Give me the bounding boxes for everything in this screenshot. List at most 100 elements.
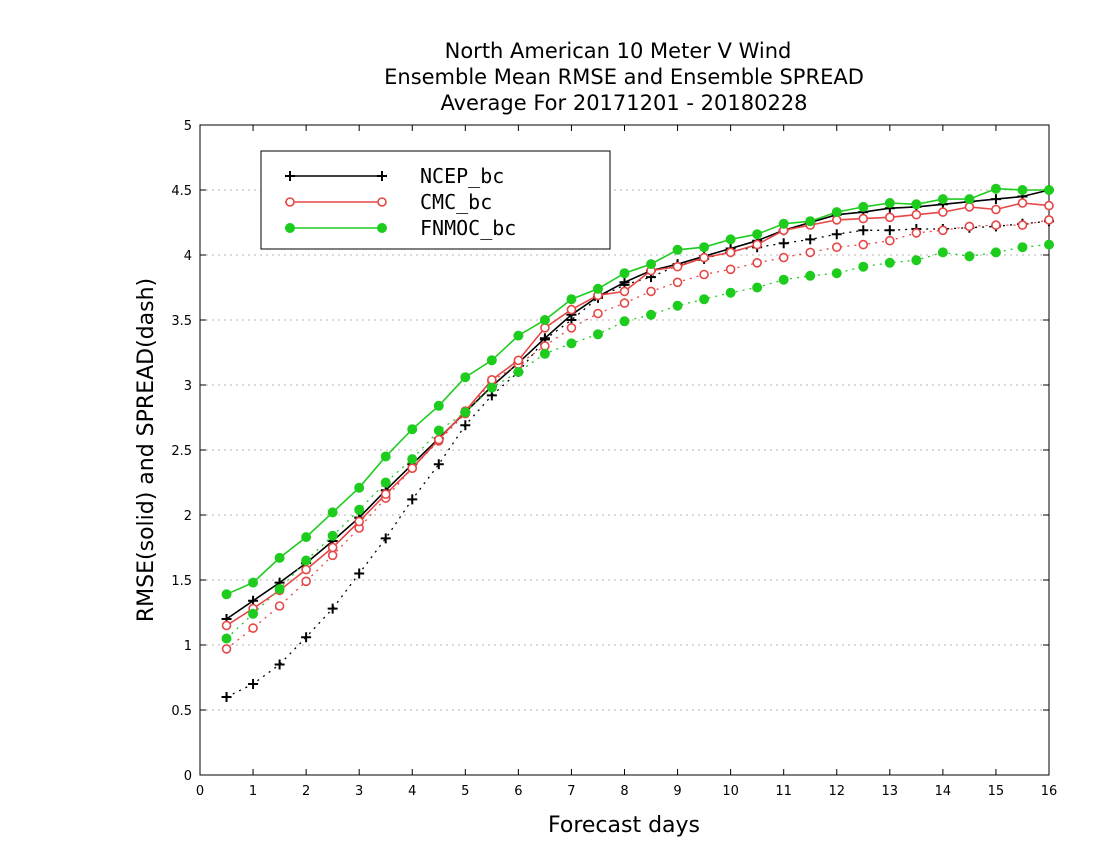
series-ncep-bc-spread-point — [778, 238, 789, 249]
x-tick-label: 5 — [461, 784, 469, 799]
series-cmc-bc-spread-point — [699, 269, 709, 280]
y-tick-label: 2 — [184, 509, 192, 524]
series-fnmoc-bc-rmse-point — [460, 372, 471, 383]
series-cmc-bc-spread-point — [248, 623, 258, 633]
legend-marker — [285, 223, 295, 233]
series-fnmoc-bc-spread-point — [778, 274, 789, 285]
series-fnmoc-bc-rmse-point — [937, 194, 948, 205]
series-cmc-bc-rmse-point — [221, 620, 232, 631]
series-fnmoc-bc-rmse-point — [911, 199, 922, 210]
series-cmc-bc-spread-point — [938, 225, 948, 236]
x-tick-label: 8 — [620, 784, 628, 799]
chart-title: North American 10 Meter V Wind Ensemble … — [384, 39, 864, 115]
series-ncep-bc-rmse-line — [226, 189, 1050, 620]
series-fnmoc-bc-spread-point — [990, 247, 1001, 258]
legend-item-cmc-bc: CMC_bc — [285, 190, 492, 214]
series-fnmoc-bc-spread-point — [592, 329, 603, 340]
series-fnmoc-bc-rmse-point — [725, 234, 736, 245]
y-tick-label: 4 — [184, 249, 192, 264]
series-cmc-bc-spread-point — [1017, 220, 1028, 230]
series-cmc-bc-rmse-point — [619, 286, 630, 297]
series-cmc-bc-rmse-point — [1044, 200, 1054, 211]
legend-box — [260, 150, 611, 250]
series-fnmoc-bc-spread-point — [646, 309, 657, 320]
series-fnmoc-bc-rmse-line — [226, 187, 1049, 596]
series-cmc-bc-spread-point — [619, 298, 630, 308]
series-fnmoc-bc-rmse-point — [619, 268, 630, 279]
series-ncep-bc-spread-point — [354, 568, 365, 579]
series-fnmoc-bc-spread-point — [486, 382, 497, 393]
series-cmc-bc-rmse-point — [487, 374, 497, 385]
legend-marker — [377, 223, 387, 233]
legend-marker — [285, 171, 295, 181]
series-fnmoc-bc-spread-point — [221, 633, 232, 644]
series-cmc-bc-spread-line — [226, 219, 1050, 650]
x-axis-label: Forecast days — [548, 813, 700, 838]
grid — [200, 189, 1049, 711]
x-tick-label: 6 — [514, 784, 522, 799]
series-cmc-bc-rmse-point — [513, 355, 524, 366]
series-cmc-bc-spread-point — [566, 322, 577, 333]
legend-item-fnmoc-bc: FNMOC_bc — [285, 216, 516, 240]
series-cmc-bc-rmse-point — [699, 252, 709, 263]
series-cmc-bc-spread-point — [991, 220, 1001, 230]
series-ncep-bc-spread-line — [226, 220, 1050, 698]
series-cmc-bc — [221, 198, 1054, 654]
series-cmc-bc-spread-point — [672, 277, 683, 288]
series-fnmoc-bc-rmse-point — [858, 201, 869, 212]
series-fnmoc-bc-rmse-point — [566, 294, 577, 305]
chart-title-line-2: Ensemble Mean RMSE and Ensemble SPREAD — [384, 65, 864, 89]
y-tick-label: 4.5 — [171, 184, 192, 199]
series-fnmoc-bc-spread-point — [301, 555, 312, 566]
series-cmc-bc-spread-point — [1044, 215, 1054, 225]
x-tick-label: 10 — [722, 784, 739, 799]
series-fnmoc-bc-rmse-point — [964, 194, 975, 205]
y-tick-label: 0 — [184, 769, 192, 784]
series-cmc-bc-rmse-point — [354, 516, 364, 527]
axis-ticks: 00.511.522.533.544.550 1 2 3 4 5 6 7 8 9 10 11 12 13 1… — [171, 119, 1057, 799]
series-fnmoc-bc-spread-point — [433, 425, 444, 436]
series-cmc-bc-rmse-point — [885, 212, 895, 223]
y-tick-label: 2.5 — [171, 444, 192, 459]
y-axis-label: RMSE(solid) and SPREAD(dash) — [134, 278, 159, 622]
series-cmc-bc-rmse-point — [380, 489, 391, 500]
series-fnmoc-bc-spread-point — [407, 454, 418, 465]
series-ncep-bc-spread-point — [274, 659, 285, 670]
series-fnmoc-bc-rmse-point — [699, 242, 710, 253]
series-cmc-bc-rmse-point — [407, 463, 418, 474]
series-ncep-bc-spread-point — [433, 459, 444, 470]
series-fnmoc-bc-spread-point — [937, 247, 948, 258]
series-ncep-bc-spread-point — [460, 420, 471, 431]
legend-marker — [285, 197, 295, 207]
series-fnmoc-bc-rmse-point — [990, 183, 1001, 194]
x-tick-label: 1 — [249, 784, 257, 799]
series-fnmoc-bc-spread-point — [964, 251, 975, 262]
series-fnmoc-bc-rmse-point — [805, 216, 816, 227]
data-series — [221, 183, 1054, 702]
series-fnmoc-bc-rmse-point — [301, 532, 312, 543]
series-fnmoc-bc-spread-point — [460, 407, 471, 418]
series-cmc-bc-spread-point — [646, 286, 656, 297]
series-cmc-bc-rmse-point — [725, 247, 736, 258]
series-cmc-bc-spread-point — [805, 247, 816, 258]
series-fnmoc-bc-rmse-point — [513, 330, 524, 341]
series-cmc-bc-rmse-point — [327, 542, 338, 553]
series-fnmoc-bc-spread-point — [566, 338, 577, 349]
legend-label: FNMOC_bc — [420, 216, 516, 240]
series-fnmoc-bc-rmse-point — [752, 229, 763, 240]
x-tick-label: 11 — [775, 784, 792, 799]
series-ncep-bc-spread-point — [805, 234, 816, 245]
series-fnmoc-bc-rmse-point — [1017, 185, 1028, 195]
series-ncep-bc-spread-point — [301, 632, 312, 643]
series-cmc-bc-rmse-point — [991, 204, 1001, 215]
series-cmc-bc-rmse-line — [226, 202, 1050, 627]
series-fnmoc-bc-spread-point — [858, 261, 869, 272]
series-ncep-bc-rmse-point — [990, 194, 1001, 205]
series-cmc-bc-rmse-point — [301, 564, 311, 575]
series-fnmoc-bc-spread-point — [805, 270, 816, 281]
legend-marker — [377, 171, 387, 181]
series-fnmoc-bc-rmse-point — [486, 355, 497, 366]
x-tick-label: 9 — [673, 784, 681, 799]
